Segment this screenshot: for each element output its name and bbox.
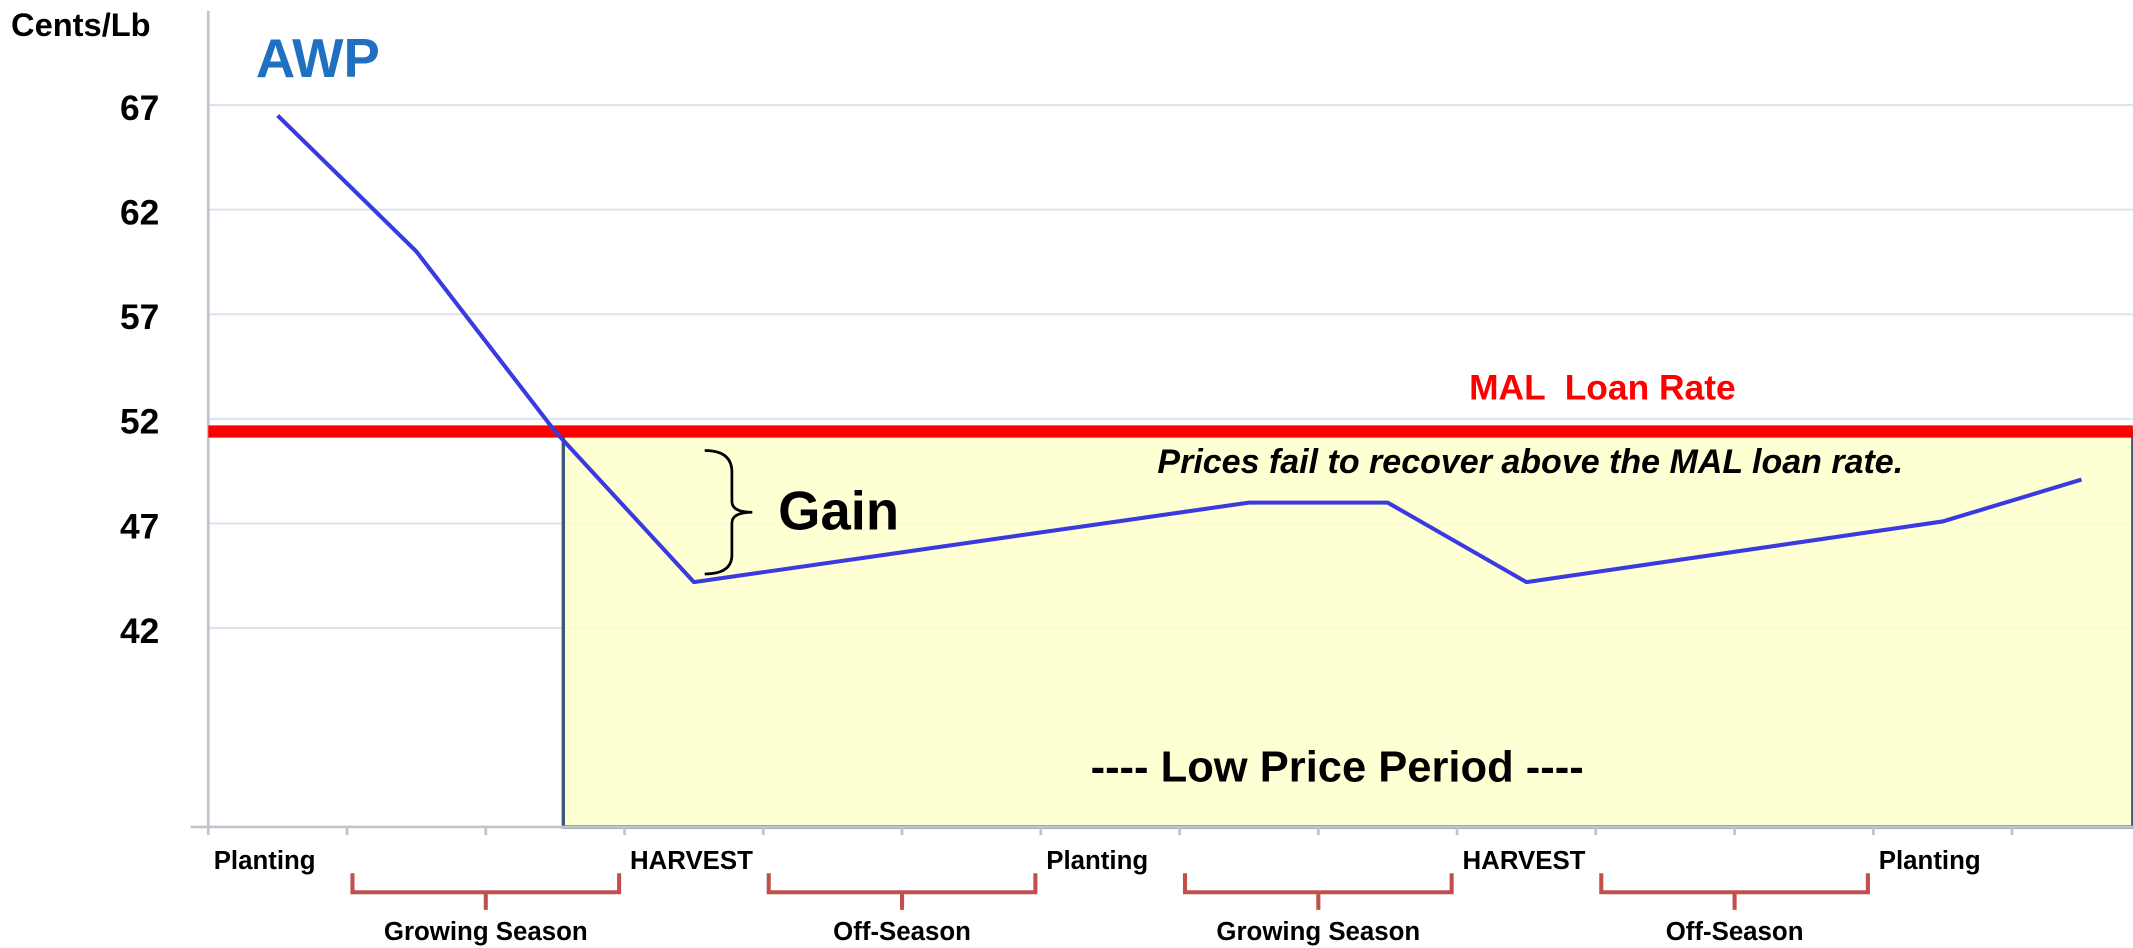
region-label: ---- Low Price Period ---- <box>1091 743 1584 791</box>
price-line <box>276 114 2083 585</box>
loan-rate-label: MAL Loan Rate <box>1469 369 1736 408</box>
season-bracket <box>350 873 622 910</box>
y-tick-label: 52 <box>120 403 159 442</box>
low-price-region <box>561 429 2133 829</box>
season-label: Off-Season <box>1666 918 1804 946</box>
y-tick-label: 67 <box>120 89 159 128</box>
x-tick-label: Planting <box>1046 847 1148 875</box>
y-tick-label: 42 <box>120 612 159 651</box>
x-tick-label: HARVEST <box>1463 847 1586 875</box>
season-bracket <box>766 873 1038 910</box>
x-tick-label: Planting <box>1879 847 1981 875</box>
x-tick-label: HARVEST <box>630 847 753 875</box>
season-bracket <box>1599 873 1870 910</box>
season-label: Off-Season <box>833 918 971 946</box>
series-name: AWP <box>256 28 380 89</box>
gain-brace <box>704 449 753 576</box>
y-tick-label: 47 <box>120 507 159 546</box>
y-axis-label: Cents/Lb <box>11 6 151 43</box>
season-bracket <box>1182 873 1454 910</box>
annotation: Prices fail to recover above the MAL loa… <box>1157 443 1903 481</box>
season-label: Growing Season <box>1216 918 1420 946</box>
y-tick-label: 57 <box>120 298 159 337</box>
gain-label: Gain <box>778 480 899 541</box>
season-label: Growing Season <box>384 918 588 946</box>
y-tick-label: 62 <box>120 193 159 232</box>
x-tick-label: Planting <box>214 847 316 875</box>
